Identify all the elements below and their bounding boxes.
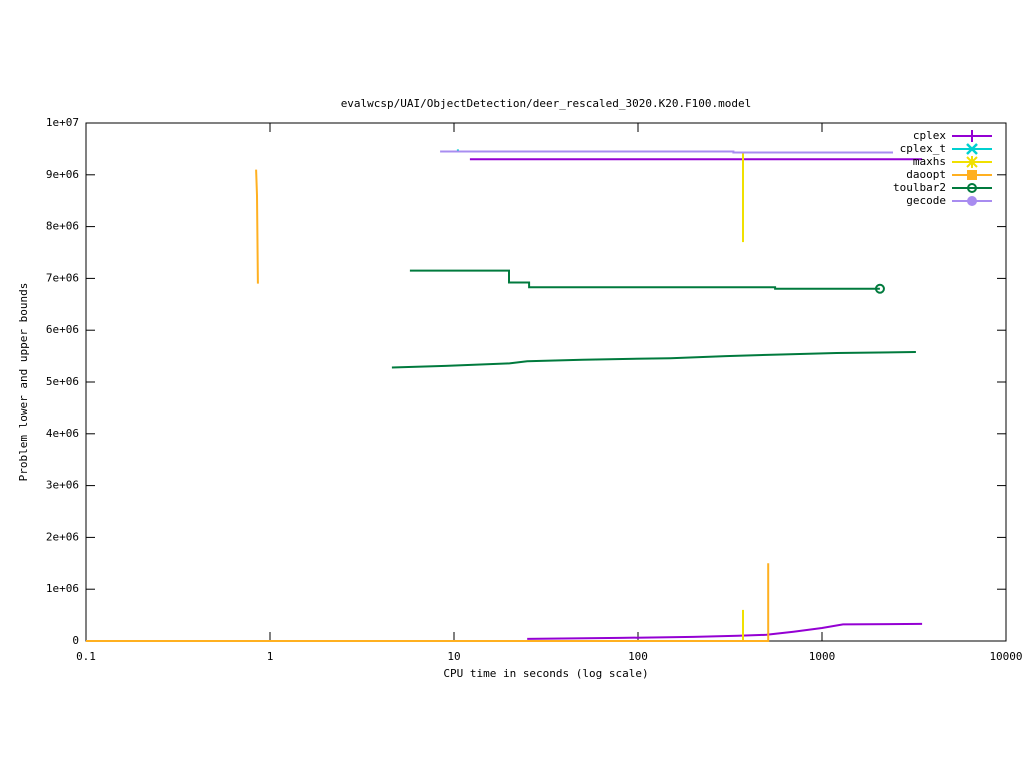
legend-marker xyxy=(966,143,978,155)
series-line xyxy=(409,269,880,290)
y-tick-label: 9e+06 xyxy=(46,168,79,181)
legend-marker xyxy=(967,196,977,206)
plot-frame xyxy=(85,122,1007,642)
y-tick-label: 1e+06 xyxy=(46,582,79,595)
y-tick-label: 3e+06 xyxy=(46,479,79,492)
end-marker xyxy=(874,283,885,294)
x-tick-label: 0.1 xyxy=(76,650,96,663)
y-tick-label: 7e+06 xyxy=(46,271,79,284)
chart-title: evalwcsp/UAI/ObjectDetection/deer_rescal… xyxy=(341,97,752,110)
legend-label: maxhs xyxy=(913,155,946,168)
x-tick-label: 10 xyxy=(447,650,460,663)
y-axis-label: Problem lower and upper bounds xyxy=(17,283,30,482)
x-axis-label: CPU time in seconds (log scale) xyxy=(443,667,648,680)
series-line xyxy=(527,622,923,640)
legend-marker xyxy=(966,130,978,142)
legend-label: daoopt xyxy=(906,168,946,181)
y-tick-label: 2e+06 xyxy=(46,530,79,543)
legend-label: toulbar2 xyxy=(893,181,946,194)
x-tick-label: 1000 xyxy=(809,650,836,663)
y-tick-label: 8e+06 xyxy=(46,220,79,233)
y-tick-label: 4e+06 xyxy=(46,427,79,440)
y-tick-label: 0 xyxy=(72,634,79,647)
x-tick-label: 10000 xyxy=(989,650,1022,663)
series-line xyxy=(391,351,916,369)
legend-marker xyxy=(966,156,978,168)
legend-marker xyxy=(967,170,977,180)
y-tick-label: 5e+06 xyxy=(46,375,79,388)
legend-label: cplex_t xyxy=(900,142,946,155)
x-tick-label: 100 xyxy=(628,650,648,663)
x-tick-label: 1 xyxy=(267,650,274,663)
series-line xyxy=(86,563,770,642)
y-tick-label: 6e+06 xyxy=(46,323,79,336)
legend-label: gecode xyxy=(906,194,946,207)
series-line xyxy=(255,169,259,284)
series-line xyxy=(440,150,893,154)
y-tick-label: 1e+07 xyxy=(46,116,79,129)
legend-label: cplex xyxy=(913,129,946,142)
legend-marker xyxy=(967,183,977,193)
